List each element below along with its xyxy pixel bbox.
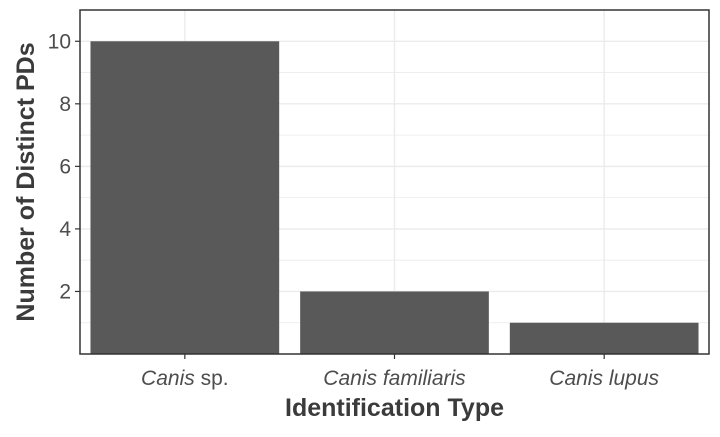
y-axis-title: Number of Distinct PDs xyxy=(12,42,40,321)
species-epithet: familiaris xyxy=(377,367,466,390)
y-tick-label: 6 xyxy=(59,155,71,178)
bar xyxy=(509,322,699,354)
genus-name: Canis xyxy=(549,367,603,390)
bar xyxy=(90,41,280,354)
y-axis: 2 4 6 8 10 xyxy=(48,30,80,303)
genus-name: Canis xyxy=(323,367,377,390)
bar xyxy=(300,291,489,354)
y-tick-label: 4 xyxy=(59,218,71,241)
species-epithet: sp. xyxy=(195,367,229,390)
x-tick-label: Canis sp. xyxy=(141,367,229,390)
x-tick-label: Canis lupus xyxy=(549,367,659,390)
y-tick-label: 10 xyxy=(48,30,71,53)
x-tick-label: Canis familiaris xyxy=(323,367,466,390)
x-axis: Canis sp. Canis familiaris Canis lupus xyxy=(141,354,660,390)
bars xyxy=(90,41,699,354)
x-axis-title: Identification Type xyxy=(285,394,504,422)
y-tick-label: 8 xyxy=(59,93,71,116)
species-epithet: lupus xyxy=(603,367,660,390)
genus-name: Canis xyxy=(141,367,195,390)
y-tick-label: 2 xyxy=(59,280,71,303)
